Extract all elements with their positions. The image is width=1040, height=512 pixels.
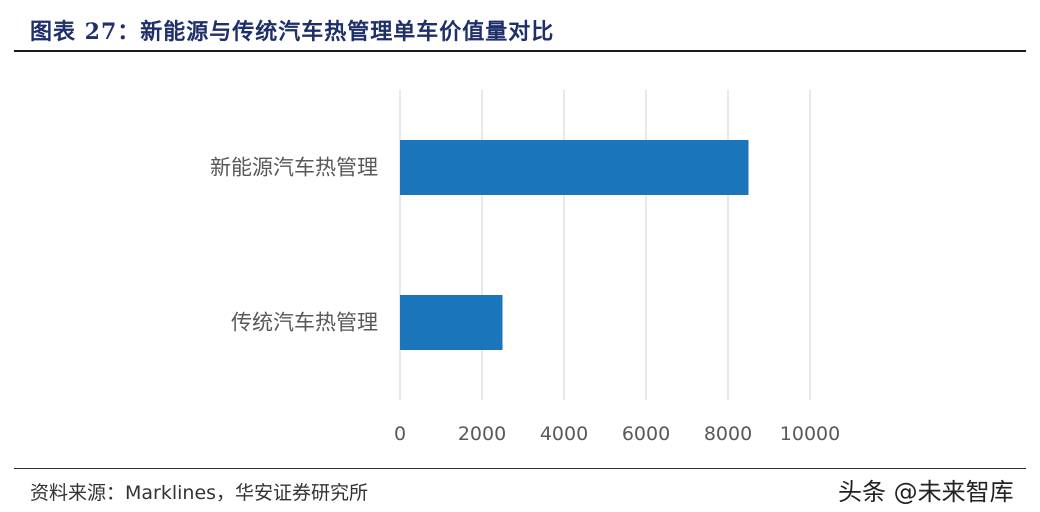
x-tick-label: 2000 [458, 423, 506, 445]
x-tick-label: 6000 [622, 423, 670, 445]
source-note: 资料来源：Marklines，华安证券研究所 [30, 482, 369, 504]
watermark: 头条 @未来智库 [838, 478, 1014, 506]
footer-divider [14, 468, 1026, 469]
x-tick-label: 0 [394, 423, 406, 445]
x-tick-label: 8000 [704, 423, 752, 445]
x-tick-label: 4000 [540, 423, 588, 445]
category-label: 新能源汽车热管理 [210, 156, 378, 180]
category-label: 传统汽车热管理 [231, 311, 378, 335]
figure-title: 图表 27：新能源与传统汽车热管理单车价值量对比 [30, 19, 555, 45]
title-divider [14, 50, 1026, 52]
x-tick-label: 10000 [780, 423, 840, 445]
x-tick-labels: 0 2000 4000 6000 8000 10000 [394, 423, 840, 445]
bar [400, 140, 749, 195]
bar [400, 295, 503, 350]
grid-lines [399, 90, 811, 400]
bars [400, 140, 749, 350]
